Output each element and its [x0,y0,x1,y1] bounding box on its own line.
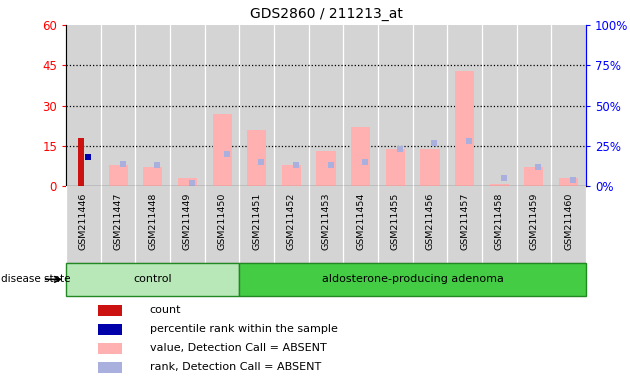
Bar [98,343,122,354]
Text: GSM211455: GSM211455 [391,192,400,250]
Text: percentile rank within the sample: percentile rank within the sample [150,324,338,334]
Text: GSM211452: GSM211452 [287,192,296,250]
Text: GSM211456: GSM211456 [425,192,435,250]
Bar [524,167,544,186]
Text: count: count [150,305,181,316]
Text: rank, Detection Call = ABSENT: rank, Detection Call = ABSENT [150,362,321,372]
Bar [108,165,128,186]
FancyBboxPatch shape [239,263,586,296]
Bar [98,305,122,316]
Bar [78,138,84,186]
Bar [420,149,440,186]
Text: GSM211449: GSM211449 [183,192,192,250]
Text: GSM211453: GSM211453 [321,192,331,250]
Text: aldosterone-producing adenoma: aldosterone-producing adenoma [322,274,503,285]
Bar [282,165,301,186]
Bar [455,71,474,186]
Text: GSM211459: GSM211459 [529,192,539,250]
Text: GSM211454: GSM211454 [356,192,365,250]
Text: GSM211447: GSM211447 [113,192,123,250]
Text: GSM211450: GSM211450 [217,192,227,250]
FancyBboxPatch shape [66,263,239,296]
Bar [98,362,122,373]
Text: disease state: disease state [1,274,71,285]
Bar [559,178,578,186]
Bar [98,324,122,335]
Text: GSM211457: GSM211457 [460,192,469,250]
Text: GSM211458: GSM211458 [495,192,504,250]
Text: GSM211460: GSM211460 [564,192,573,250]
Text: GSM211451: GSM211451 [252,192,261,250]
Bar [351,127,370,186]
Bar [386,149,405,186]
Bar [247,130,266,186]
Bar [490,184,509,186]
Text: GSM211448: GSM211448 [148,192,158,250]
Bar [212,114,232,186]
Title: GDS2860 / 211213_at: GDS2860 / 211213_at [249,7,403,21]
Text: control: control [134,274,172,285]
Text: GSM211446: GSM211446 [79,192,88,250]
Bar [143,167,163,186]
Bar [178,178,197,186]
Text: value, Detection Call = ABSENT: value, Detection Call = ABSENT [150,343,326,354]
Bar [316,151,336,186]
